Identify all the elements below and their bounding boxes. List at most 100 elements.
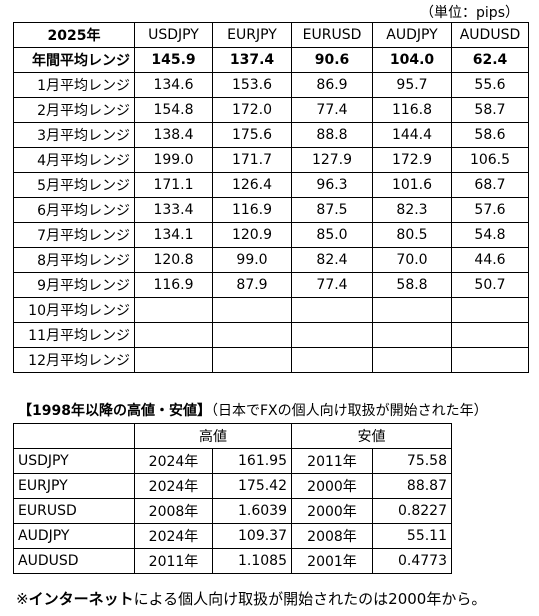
year-cell: 2011年 (134, 548, 213, 574)
value-cell: 99.0 (212, 247, 292, 273)
header-cell: AUDJPY (372, 22, 452, 48)
price-cell: 0.8227 (372, 498, 452, 524)
row-label: 11月平均レンジ (13, 322, 135, 348)
value-cell (212, 322, 292, 348)
value-cell: 137.4 (212, 47, 292, 73)
value-cell: 82.4 (291, 247, 373, 273)
row-label: EURJPY (13, 473, 135, 499)
row-label: 10月平均レンジ (13, 297, 135, 323)
data-row: 3月平均レンジ 138.4 175.6 88.8 144.4 58.6 (13, 122, 529, 148)
row-label: 3月平均レンジ (13, 122, 135, 148)
value-cell: 171.1 (134, 172, 213, 198)
value-cell: 133.4 (134, 197, 213, 223)
year-cell: 2024年 (134, 523, 213, 549)
value-cell (372, 297, 452, 323)
header-cell: AUDUSD (451, 22, 529, 48)
value-cell: 86.9 (291, 72, 373, 98)
price-cell: 175.42 (212, 473, 292, 499)
header-cell: 安値 (291, 423, 452, 449)
price-cell: 0.4773 (372, 548, 452, 574)
row-label: 年間平均レンジ (13, 47, 135, 73)
year-cell: 2008年 (134, 498, 213, 524)
row-label: 1月平均レンジ (13, 72, 135, 98)
price-cell: 75.58 (372, 448, 452, 474)
value-cell (291, 297, 373, 323)
value-cell: 95.7 (372, 72, 452, 98)
year-cell: 2011年 (291, 448, 373, 474)
value-cell (372, 322, 452, 348)
row-label: 2月平均レンジ (13, 97, 135, 123)
header-row: 高値 安値 (13, 423, 452, 449)
value-cell: 134.1 (134, 222, 213, 248)
value-cell: 82.3 (372, 197, 452, 223)
row-label: AUDJPY (13, 523, 135, 549)
price-cell: 1.1085 (212, 548, 292, 574)
value-cell: 120.8 (134, 247, 213, 273)
corner-cell (13, 423, 135, 449)
value-cell: 55.6 (451, 72, 529, 98)
value-cell (451, 297, 529, 323)
value-cell: 85.0 (291, 222, 373, 248)
header-cell: 2025年 (13, 22, 135, 48)
value-cell (291, 347, 373, 373)
value-cell: 80.5 (372, 222, 452, 248)
header-cell: USDJPY (134, 22, 213, 48)
data-row: EURJPY 2024年 175.42 2000年 88.87 (13, 473, 452, 499)
value-cell: 54.8 (451, 222, 529, 248)
data-row: 年間平均レンジ 145.9 137.4 90.6 104.0 62.4 (13, 47, 529, 73)
data-row: 4月平均レンジ 199.0 171.7 127.9 172.9 106.5 (13, 147, 529, 173)
row-label: 6月平均レンジ (13, 197, 135, 223)
row-label: USDJPY (13, 448, 135, 474)
price-cell: 109.37 (212, 523, 292, 549)
price-cell: 1.6039 (212, 498, 292, 524)
price-cell: 55.11 (372, 523, 452, 549)
data-row: 6月平均レンジ 133.4 116.9 87.5 82.3 57.6 (13, 197, 529, 223)
year-cell: 2024年 (134, 473, 213, 499)
value-cell: 90.6 (291, 47, 373, 73)
price-cell: 161.95 (212, 448, 292, 474)
data-row: USDJPY 2024年 161.95 2011年 75.58 (13, 448, 452, 474)
footnote-prefix: ※ (16, 590, 29, 608)
year-cell: 2024年 (134, 448, 213, 474)
value-cell (451, 347, 529, 373)
range-table: 2025年 USDJPY EURJPY EURUSD AUDJPY AUDUSD 年間平均レ… (13, 22, 529, 373)
value-cell: 50.7 (451, 272, 529, 298)
unit-note: （単位：pips） (420, 5, 519, 21)
value-cell: 87.5 (291, 197, 373, 223)
value-cell: 116.9 (212, 197, 292, 223)
header-row: 2025年 USDJPY EURJPY EURUSD AUDJPY AUDUSD (13, 22, 529, 48)
value-cell (212, 347, 292, 373)
data-row: 5月平均レンジ 171.1 126.4 96.3 101.6 68.7 (13, 172, 529, 198)
year-cell: 2001年 (291, 548, 373, 574)
value-cell: 144.4 (372, 122, 452, 148)
data-row: 9月平均レンジ 116.9 87.9 77.4 58.8 50.7 (13, 272, 529, 298)
value-cell: 77.4 (291, 97, 373, 123)
footnote-bold: インターネット (28, 590, 134, 608)
value-cell (134, 297, 213, 323)
data-row: EURUSD 2008年 1.6039 2000年 0.8227 (13, 498, 452, 524)
value-cell (451, 322, 529, 348)
value-cell: 172.9 (372, 147, 452, 173)
price-cell: 88.87 (372, 473, 452, 499)
value-cell: 145.9 (134, 47, 213, 73)
value-cell: 134.6 (134, 72, 213, 98)
value-cell: 126.4 (212, 172, 292, 198)
value-cell: 199.0 (134, 147, 213, 173)
value-cell: 101.6 (372, 172, 452, 198)
value-cell: 127.9 (291, 147, 373, 173)
value-cell: 116.8 (372, 97, 452, 123)
section-title: 【1998年以降の高値・安値】（日本でFXの個人向け取扱が開始された年） (18, 400, 488, 420)
value-cell: 175.6 (212, 122, 292, 148)
value-cell: 138.4 (134, 122, 213, 148)
value-cell: 44.6 (451, 247, 529, 273)
data-row: 12月平均レンジ (13, 347, 529, 373)
value-cell: 96.3 (291, 172, 373, 198)
value-cell (212, 297, 292, 323)
value-cell: 77.4 (291, 272, 373, 298)
year-cell: 2000年 (291, 498, 373, 524)
data-row: 11月平均レンジ (13, 322, 529, 348)
header-cell: EURJPY (212, 22, 292, 48)
data-row: 2月平均レンジ 154.8 172.0 77.4 116.8 58.7 (13, 97, 529, 123)
value-cell (291, 322, 373, 348)
